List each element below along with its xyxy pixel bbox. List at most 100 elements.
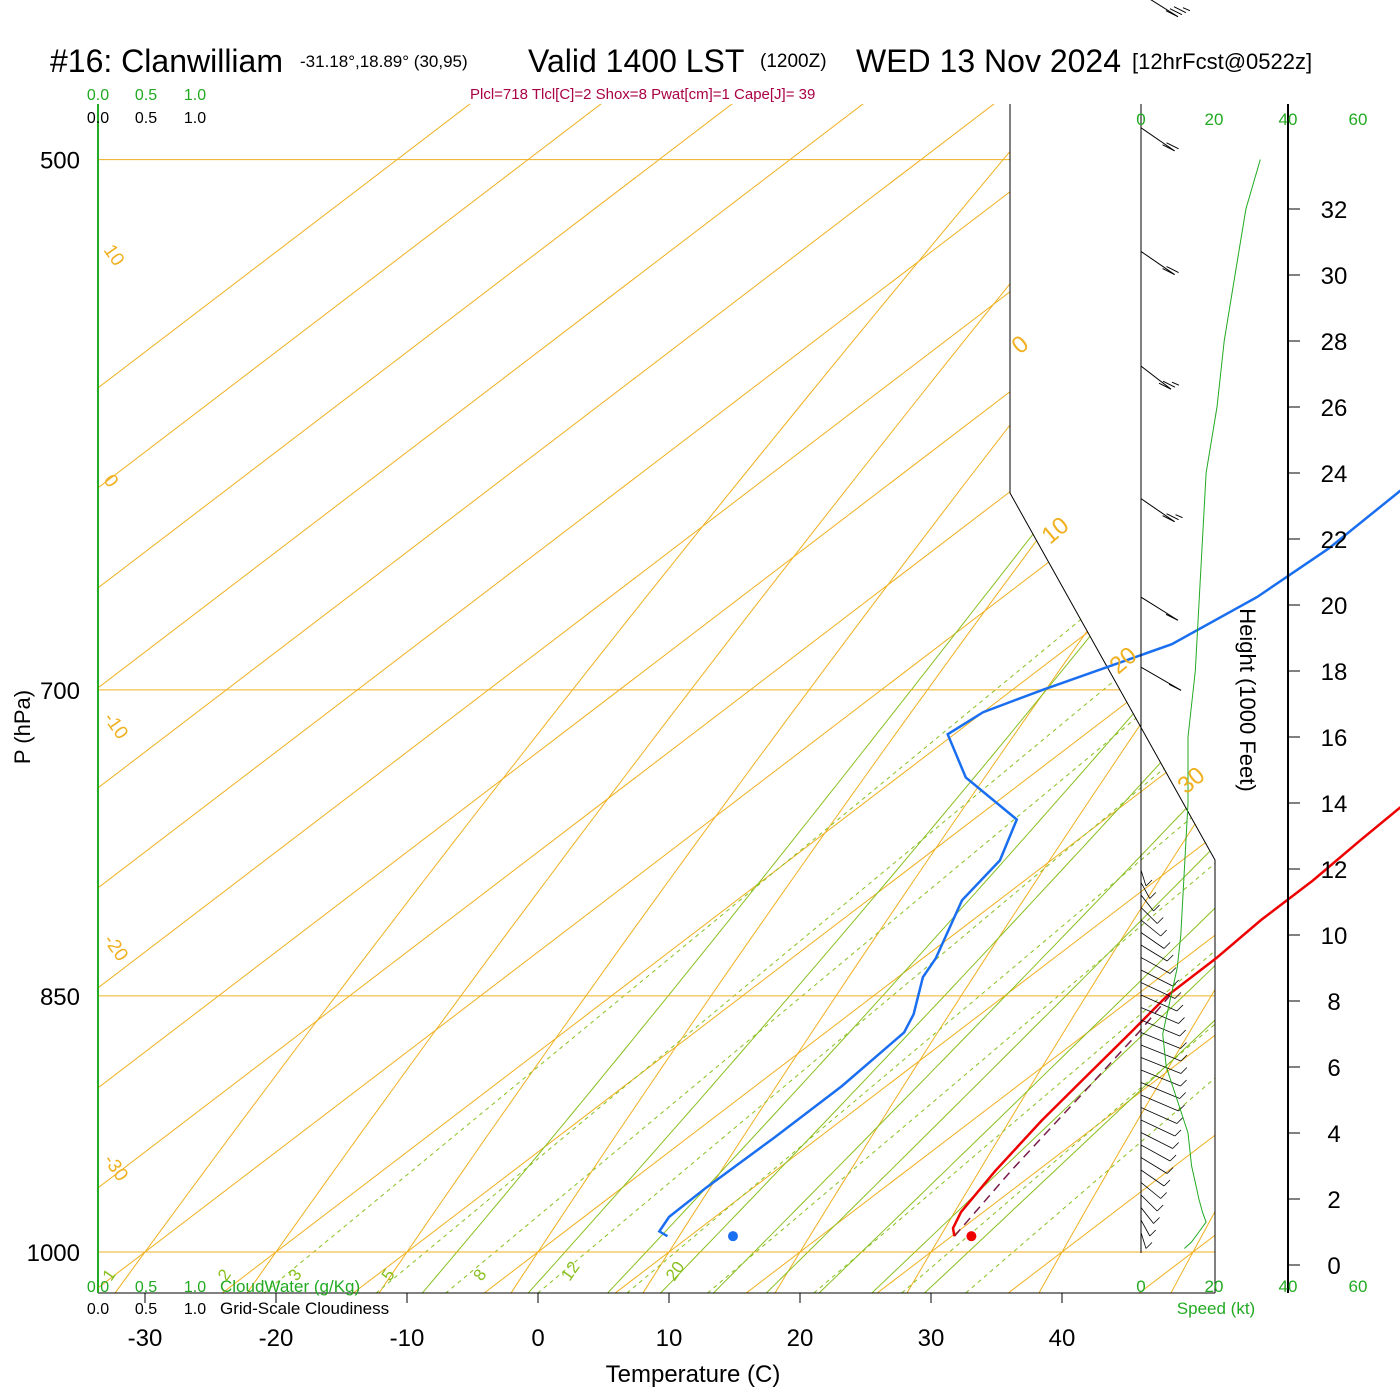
wind-barb-low-flag [1180, 1079, 1187, 1087]
mixing-ratio-line [512, 104, 1215, 1293]
wind-barb-low-flag [1156, 917, 1164, 924]
isotherm-line [98, 104, 1215, 1293]
height-tick-label: 26 [1321, 395, 1348, 422]
wind-barb-flag [1165, 10, 1179, 18]
wind-barb-low-flag [1169, 967, 1177, 974]
mixing-ratio-label: 12 [557, 1258, 583, 1284]
height-tick-label: 4 [1327, 1121, 1340, 1148]
cloudiness-scale-bottom: 0.0 [87, 1301, 109, 1318]
wind-barb-low [1140, 1169, 1165, 1187]
isotherm-label: -10 [99, 709, 132, 744]
wind-barb-flag [1162, 380, 1176, 388]
wind-barb-low-flag [1179, 1092, 1187, 1099]
dry-adiabat-line [496, 104, 1215, 1293]
parcel-line [953, 995, 1171, 1237]
dry-adiabat-line [99, 104, 1215, 1293]
wind-barb-flag [1158, 382, 1172, 390]
isotherm-label: -20 [99, 931, 132, 966]
moist-adiabat-line [587, 104, 1215, 1293]
wind-barb-flag [1165, 613, 1179, 621]
wind-barb-flag [1168, 683, 1182, 691]
wind-barb-low [1140, 1032, 1181, 1049]
dry-adiabat-line [1026, 104, 1215, 1293]
dry-adiabat-line [894, 104, 1215, 1293]
wind-barbs [1140, 0, 1191, 1249]
dry-adiabat-line [629, 104, 1215, 1293]
wind-barb-low [1140, 919, 1161, 937]
mixing-ratio-label: 8 [469, 1266, 490, 1285]
title-coords: -31.18°,18.89° (30,95) [300, 52, 468, 71]
height-tick-label: 20 [1321, 593, 1348, 620]
wind-barb-low [1140, 1107, 1178, 1124]
wind-barb-low-flag [1160, 1192, 1167, 1199]
isotherm-line [325, 104, 1215, 1293]
isotherm-line [98, 104, 1215, 1293]
indices-text: Plcl=718 Tlcl[C]=2 Shox=8 Pwat[cm]=1 Cap… [470, 86, 815, 103]
height-tick-label: 32 [1321, 197, 1348, 224]
height-tick-label: 14 [1321, 791, 1348, 818]
cloudwater-scale-bottom: 0.5 [135, 1279, 157, 1296]
cloudwater-scale-bottom: 0.0 [87, 1279, 109, 1296]
mixing-ratio-line [420, 104, 1215, 1293]
x-tick-label: -30 [128, 1325, 163, 1352]
wind-barb-low-flag [1153, 904, 1160, 912]
isotherm-line [98, 104, 1215, 1293]
wind-speed-profile [1162, 159, 1261, 1249]
wind-barb-low-flag [1180, 1054, 1188, 1062]
skew-label: 10 [1037, 512, 1075, 550]
title-forecast: [12hrFcst@0522z] [1132, 49, 1312, 74]
isotherm-line [194, 104, 1215, 1293]
height-tick-label: 24 [1321, 461, 1348, 488]
wind-barb-low [1140, 1082, 1180, 1099]
speed-tick-top: 0 [1136, 110, 1145, 129]
wind-barb [1140, 365, 1180, 390]
mixing-ratio-line [682, 104, 1215, 1293]
speed-tick-top: 20 [1205, 110, 1224, 129]
cloudiness-scale-bottom: 0.5 [135, 1301, 157, 1318]
wind-barb-low-flag [1149, 1229, 1157, 1237]
cloudiness-scale-top: 1.0 [184, 110, 206, 127]
cloudwater-scale-top: 1.0 [184, 87, 206, 104]
wind-barb-half-flag [1171, 381, 1180, 386]
wind-barb-low [1140, 1144, 1171, 1162]
temperature-line [951, 806, 1400, 1237]
speed-tick-bottom: 40 [1279, 1277, 1298, 1296]
wind-barb-low [1140, 982, 1176, 999]
wind-barb-low [1140, 894, 1154, 912]
wind-barb-low [1140, 1132, 1173, 1149]
cloudiness-scale-top: 0.5 [135, 110, 157, 127]
height-tick-label: 6 [1327, 1055, 1340, 1082]
wind-barb-low [1140, 1069, 1181, 1087]
wind-barb-flag [1169, 8, 1183, 16]
moist-adiabat-line [404, 104, 1215, 1293]
isotherm-line [98, 104, 1215, 1293]
mixing-ratio-label: 20 [662, 1258, 688, 1284]
wind-barb [1140, 251, 1179, 275]
wind-barb-low-flag [1178, 1017, 1185, 1024]
x-tick-label: 30 [918, 1325, 945, 1352]
y-axis-label: P (hPa) [10, 690, 35, 764]
wind-barb-low [1140, 1182, 1161, 1199]
wind-barb-flag [1166, 266, 1179, 273]
wind-barb-low-flag [1166, 954, 1174, 962]
wind-barb-low [1140, 944, 1168, 962]
title-utc: (1200Z) [760, 51, 827, 72]
wind-barb-flag [1162, 144, 1175, 152]
wind-barb-half-flag [1175, 514, 1183, 519]
height-tick-label: 28 [1321, 329, 1348, 356]
isobar-lines [98, 159, 1215, 1253]
wind-barb-low [1140, 882, 1151, 899]
moist-adiabat-line [849, 104, 1215, 1293]
moist-adiabat-line [692, 104, 1215, 1293]
height-tick-label: 10 [1321, 923, 1348, 950]
wind-barb-staff [1140, 498, 1175, 523]
moist-adiabat-line [902, 104, 1215, 1293]
height-axis-label: Height (1000 Feet) [1235, 608, 1260, 791]
pressure-tick-label: 700 [40, 678, 80, 705]
wind-barb-low [1140, 1232, 1147, 1249]
dry-adiabat-line [761, 104, 1215, 1293]
speed-tick-bottom: 0 [1136, 1277, 1145, 1296]
wind-barb-low [1140, 1194, 1158, 1212]
